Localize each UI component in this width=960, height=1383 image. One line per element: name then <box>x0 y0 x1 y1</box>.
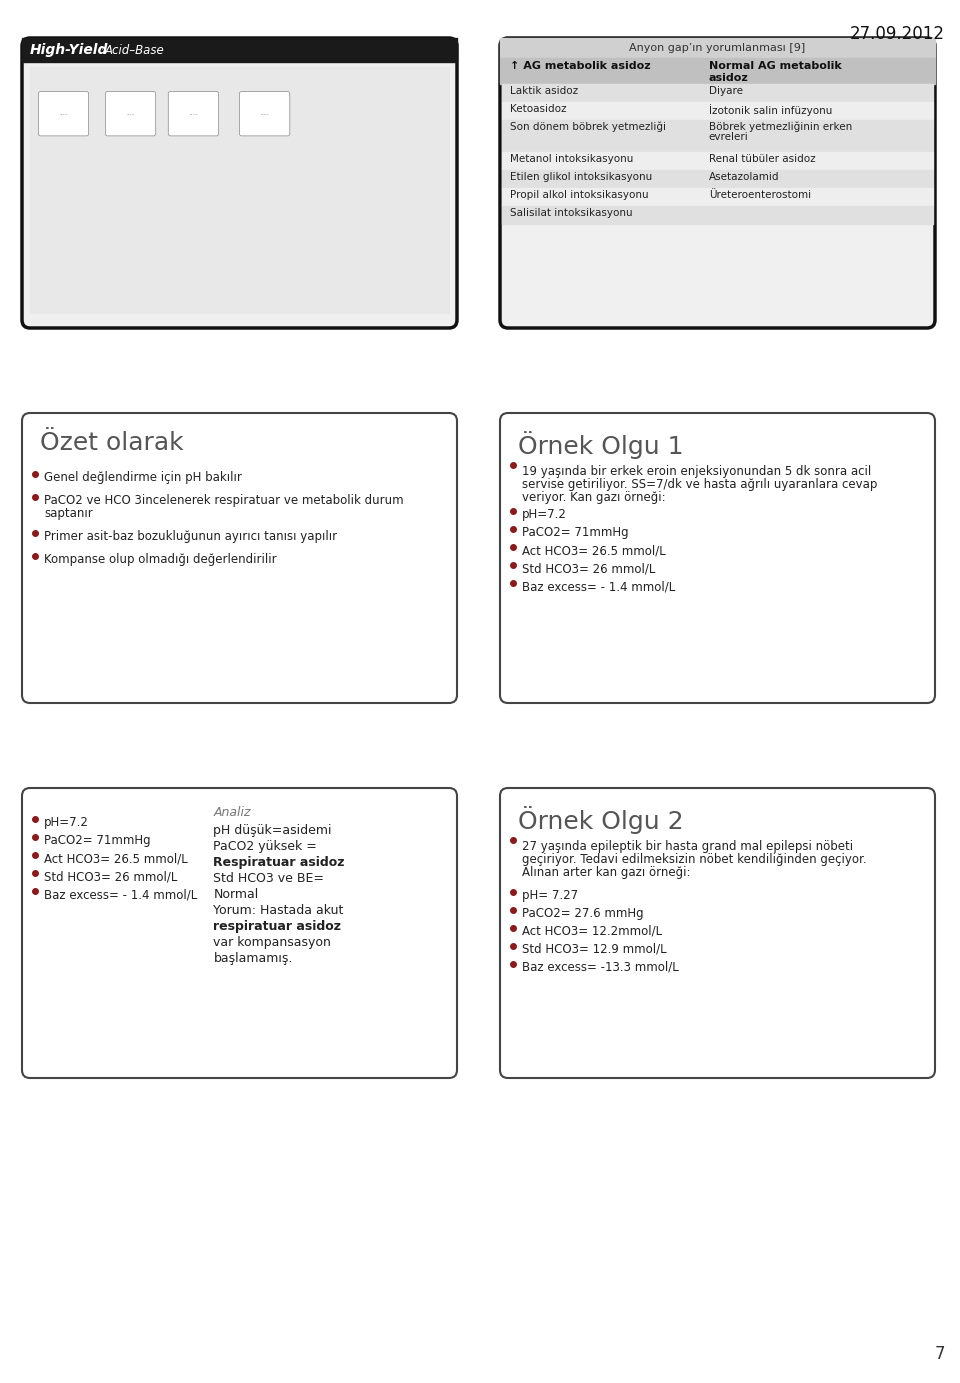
Text: İzotonik salin infüzyonu: İzotonik salin infüzyonu <box>708 104 832 116</box>
Text: Alınan arter kan gazı örneği:: Alınan arter kan gazı örneği: <box>522 866 690 880</box>
Text: Genel değlendirme için pH bakılır: Genel değlendirme için pH bakılır <box>44 472 242 484</box>
Text: Ketoasidoz: Ketoasidoz <box>510 104 566 113</box>
FancyBboxPatch shape <box>106 91 156 136</box>
Text: pH=7.2: pH=7.2 <box>44 816 89 828</box>
Text: Act HCO3= 12.2mmol/L: Act HCO3= 12.2mmol/L <box>522 925 662 938</box>
Text: PaCO2 yüksek =: PaCO2 yüksek = <box>213 839 317 853</box>
Bar <box>502 102 933 120</box>
Text: PaCO2 ve HCO 3incelenerek respiratuar ve metabolik durum: PaCO2 ve HCO 3incelenerek respiratuar ve… <box>44 494 403 508</box>
Text: .....: ..... <box>126 111 135 116</box>
Text: Std HCO3= 12.9 mmol/L: Std HCO3= 12.9 mmol/L <box>522 943 666 956</box>
Text: Asetazolamid: Asetazolamid <box>708 171 780 183</box>
Text: .....: ..... <box>60 111 68 116</box>
Bar <box>502 206 933 224</box>
Text: Normal AG metabolik
asidoz: Normal AG metabolik asidoz <box>708 61 842 83</box>
Bar <box>502 84 933 102</box>
Text: Etilen glikol intoksikasyonu: Etilen glikol intoksikasyonu <box>510 171 652 183</box>
Text: PaCO2= 27.6 mmHg: PaCO2= 27.6 mmHg <box>522 907 643 920</box>
Text: Böbrek yetmezliğinin erken: Böbrek yetmezliğinin erken <box>708 122 852 133</box>
Bar <box>500 37 935 58</box>
FancyBboxPatch shape <box>168 91 219 136</box>
Bar <box>502 120 933 152</box>
Text: .....: ..... <box>260 111 269 116</box>
Text: Salisilat intoksikasyonu: Salisilat intoksikasyonu <box>510 207 633 219</box>
Text: Std HCO3= 26 mmol/L: Std HCO3= 26 mmol/L <box>44 870 178 882</box>
FancyBboxPatch shape <box>22 414 457 703</box>
FancyBboxPatch shape <box>22 788 457 1077</box>
Text: pH= 7.27: pH= 7.27 <box>522 889 578 902</box>
Text: High-Yield: High-Yield <box>30 43 108 57</box>
Text: servise getiriliyor. SS=7/dk ve hasta ağrılı uyaranlara cevap: servise getiriliyor. SS=7/dk ve hasta ağ… <box>522 479 877 491</box>
Text: Laktik asidoz: Laktik asidoz <box>510 86 578 95</box>
Text: var kompansasyon: var kompansasyon <box>213 936 331 949</box>
Text: Yorum: Hastada akut: Yorum: Hastada akut <box>213 904 344 917</box>
Bar <box>22 37 457 62</box>
Bar <box>502 188 933 206</box>
Bar <box>502 170 933 188</box>
Text: Normal: Normal <box>213 888 258 900</box>
Text: Std HCO3= 26 mmol/L: Std HCO3= 26 mmol/L <box>522 561 656 575</box>
Text: Özet olarak: Özet olarak <box>40 431 183 455</box>
Text: Std HCO3 ve BE=: Std HCO3 ve BE= <box>213 873 324 885</box>
Text: 7: 7 <box>934 1346 945 1364</box>
Text: pH=7.2: pH=7.2 <box>522 508 566 521</box>
Text: 27 yaşında epileptik bir hasta grand mal epilepsi nöbeti: 27 yaşında epileptik bir hasta grand mal… <box>522 839 853 853</box>
Text: ™: ™ <box>98 46 108 55</box>
Text: Baz excess= - 1.4 mmol/L: Baz excess= - 1.4 mmol/L <box>522 579 675 593</box>
Text: geçiriyor. Tedavi edilmeksizin nöbet kendiliğinden geçiyor.: geçiriyor. Tedavi edilmeksizin nöbet ken… <box>522 853 867 866</box>
FancyBboxPatch shape <box>38 91 88 136</box>
Text: Primer asit-baz bozukluğunun ayırıcı tanısı yapılır: Primer asit-baz bozukluğunun ayırıcı tan… <box>44 530 337 544</box>
Text: veriyor. Kan gazı örneği:: veriyor. Kan gazı örneği: <box>522 491 665 503</box>
Text: PaCO2= 71mmHg: PaCO2= 71mmHg <box>44 834 151 846</box>
Text: Kompanse olup olmadığı değerlendirilir: Kompanse olup olmadığı değerlendirilir <box>44 553 276 566</box>
Text: Baz excess= - 1.4 mmol/L: Baz excess= - 1.4 mmol/L <box>44 888 197 900</box>
Text: başlamamış.: başlamamış. <box>213 952 293 965</box>
Text: Act HCO3= 26.5 mmol/L: Act HCO3= 26.5 mmol/L <box>44 852 188 864</box>
Text: .....: ..... <box>189 111 198 116</box>
Text: Respiratuar asidoz: Respiratuar asidoz <box>213 856 345 869</box>
Text: Metanol intoksikasyonu: Metanol intoksikasyonu <box>510 154 634 165</box>
FancyBboxPatch shape <box>22 37 457 328</box>
Text: 27.09.2012: 27.09.2012 <box>850 25 945 43</box>
Text: Anyon gap’ın yorumlanması [9]: Anyon gap’ın yorumlanması [9] <box>630 43 805 53</box>
FancyBboxPatch shape <box>500 788 935 1077</box>
Text: Örnek Olgu 1: Örnek Olgu 1 <box>518 431 684 459</box>
Text: saptanır: saptanır <box>44 508 93 520</box>
Text: Acid–Base: Acid–Base <box>105 43 165 57</box>
Text: Üreteroenterostomi: Üreteroenterostomi <box>708 189 811 201</box>
Bar <box>500 58 935 84</box>
Text: Baz excess= -13.3 mmol/L: Baz excess= -13.3 mmol/L <box>522 961 679 974</box>
Text: Renal tübüler asidoz: Renal tübüler asidoz <box>708 154 815 165</box>
Text: Son dönem böbrek yetmezliği: Son dönem böbrek yetmezliği <box>510 122 666 133</box>
Text: Act HCO3= 26.5 mmol/L: Act HCO3= 26.5 mmol/L <box>522 544 665 557</box>
FancyBboxPatch shape <box>500 37 935 328</box>
Text: pH düşük=asidemi: pH düşük=asidemi <box>213 824 332 837</box>
FancyBboxPatch shape <box>239 91 290 136</box>
Bar <box>502 152 933 170</box>
Text: Analiz: Analiz <box>213 806 251 819</box>
Text: evreleri: evreleri <box>708 131 749 142</box>
FancyBboxPatch shape <box>500 414 935 703</box>
Bar <box>30 66 449 313</box>
Text: Propil alkol intoksikasyonu: Propil alkol intoksikasyonu <box>510 189 649 201</box>
Text: respiratuar asidoz: respiratuar asidoz <box>213 920 342 934</box>
Text: ↑ AG metabolik asidoz: ↑ AG metabolik asidoz <box>510 61 651 71</box>
Text: 19 yaşında bir erkek eroin enjeksiyonundan 5 dk sonra acil: 19 yaşında bir erkek eroin enjeksiyonund… <box>522 465 872 479</box>
Text: Örnek Olgu 2: Örnek Olgu 2 <box>518 806 684 834</box>
Text: PaCO2= 71mmHg: PaCO2= 71mmHg <box>522 526 629 539</box>
Text: Diyare: Diyare <box>708 86 743 95</box>
